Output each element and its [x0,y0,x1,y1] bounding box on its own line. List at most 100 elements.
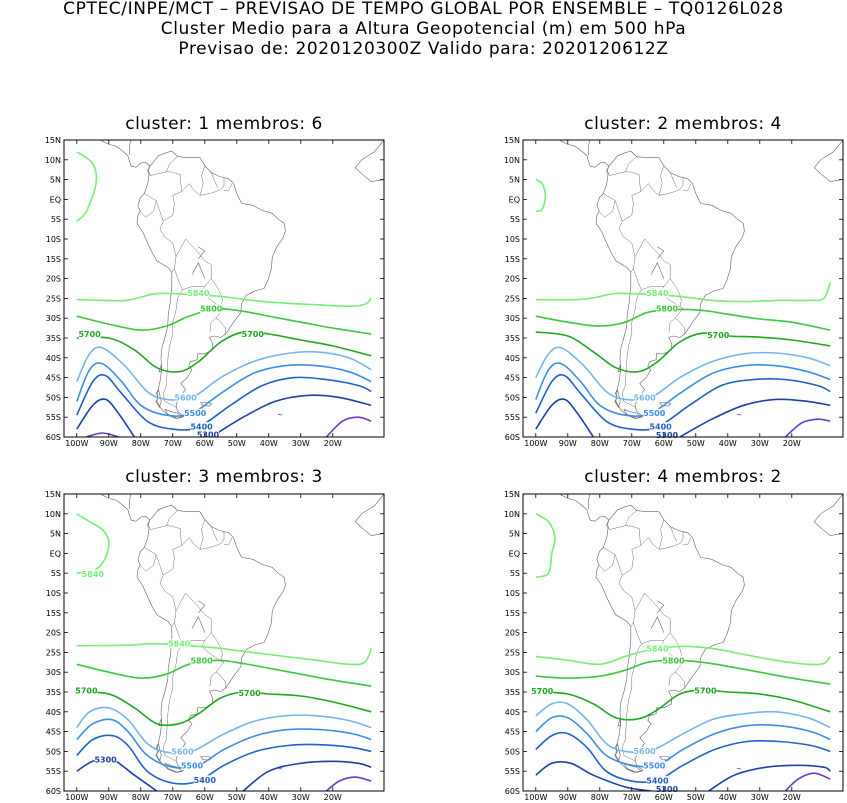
lat-label: 10S [505,589,520,598]
contour-label: 5800 [200,305,223,314]
country-border [621,289,642,408]
country-border [607,166,642,273]
header-line-2: Cluster Medio para a Altura Geopotencial… [160,19,687,39]
contour-5800 [76,659,372,687]
coastline [354,494,384,536]
contour-label: 5700 [242,330,265,339]
island-outline [650,262,665,279]
lat-label: 25S [46,648,61,657]
lon-label: 20W [324,793,342,802]
contour-label: 5600 [633,393,656,402]
lat-label: 50S [505,393,520,402]
contour-label-bg [656,430,678,440]
lon-label: 30W [292,793,310,802]
country-border [174,268,205,290]
lat-label: 25S [505,648,520,657]
lat-label: 20S [46,275,61,284]
contour-label-bg [649,422,672,432]
lon-label: 40W [719,439,737,448]
lat-label: 10S [46,589,61,598]
country-border [658,531,684,550]
island-outline [736,413,742,416]
lon-label: 50W [687,793,705,802]
lat-label: 15N [45,136,61,145]
lat-label: 5S [510,215,520,224]
contour-5300 [535,761,652,791]
contour-5200 [325,416,372,437]
country-border [621,643,642,762]
lat-label: 45S [505,728,520,737]
lon-label: 30W [292,439,310,448]
contour-label: 5600 [633,747,656,756]
lon-label: 40W [719,793,737,802]
lat-label: 55S [46,767,61,776]
lat-label: 55S [505,767,520,776]
contour-label-bg [171,746,194,756]
country-border [166,510,178,526]
header-line-1: CPTEC/INPE/MCT – PREVISAO DE TEMPO GLOBA… [63,0,784,19]
lat-label: 25S [46,294,61,303]
lat-label: 10S [505,235,520,244]
lat-label: 5S [510,569,520,578]
contour-5200 [86,432,119,437]
coastline [595,150,745,419]
contour-label: 5300 [197,431,220,440]
lat-label: 15S [46,609,61,618]
contour-5840 [76,513,110,574]
country-border [201,632,223,662]
island-outline [659,402,672,407]
header-line-3: Previsao de: 2020120300Z Valido para: 20… [178,39,669,59]
contour-label-bg [646,775,669,785]
country-border [215,318,226,334]
island-outline [650,616,665,633]
coastline [354,140,384,182]
contour-layer [535,513,831,791]
contour-label: 5840 [82,570,105,579]
lon-label: 60W [655,793,673,802]
lat-label: 60S [46,787,61,796]
lat-label: 40S [505,354,520,363]
lat-label: 50S [505,747,520,756]
contour-label-bg [656,784,678,794]
country-border [634,592,671,641]
contour-5700 [76,691,372,727]
contour-label: 5500 [184,409,207,418]
country-border [166,156,178,172]
coastline [128,494,131,510]
panel-title-cluster-1: cluster: 1 membros: 6 [125,114,323,134]
contour-5400 [535,731,831,784]
contour-label-bg [707,330,730,340]
coastline-layer [100,140,384,419]
country-border [162,643,183,762]
contour-5300 [679,398,831,437]
contour-label-bg [238,688,261,698]
panel-title-cluster-2: cluster: 2 membros: 4 [584,114,782,134]
contour-label-bg [656,304,678,314]
contour-5840 [535,645,831,666]
country-border [640,519,665,550]
lat-label: 20S [505,275,520,284]
lon-label: 80W [132,793,150,802]
contour-label-bg [190,655,213,665]
lon-label: 20W [783,439,801,448]
country-border [682,537,692,545]
lat-label: 5S [51,215,61,224]
lat-label: 35S [46,688,61,697]
island-outline [657,246,665,259]
contour-label: 5700 [707,331,730,340]
lat-label: 15S [505,609,520,618]
country-border [140,547,157,572]
lat-label: 30S [46,668,61,677]
contour-label: 5400 [649,423,672,432]
lat-label: 45S [46,374,61,383]
contour-label: 5700 [238,689,261,698]
lon-label: 100W [524,439,547,448]
contour-5840 [535,282,831,303]
lat-label: EQ [509,549,520,558]
lat-label: 35S [505,688,520,697]
panel-title-cluster-4: cluster: 4 membros: 2 [584,467,782,487]
contour-5400 [76,734,372,785]
country-border [658,177,684,196]
map-frame [63,493,385,792]
lat-label: 40S [46,708,61,717]
